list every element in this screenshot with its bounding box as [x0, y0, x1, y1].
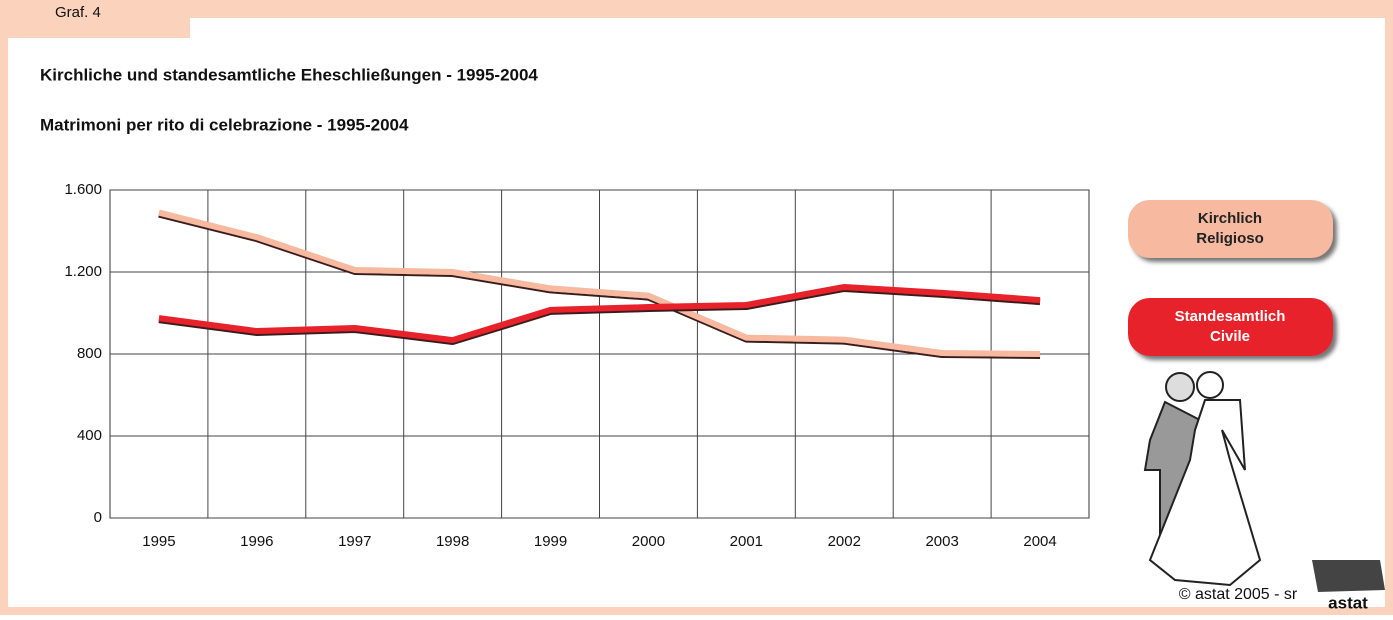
legend-label: Standesamtlich [1175, 308, 1286, 325]
logo: astat [1328, 593, 1368, 612]
x-tick-label: 1999 [534, 533, 567, 550]
logo-shape [1312, 560, 1385, 592]
x-tick-label: 2004 [1023, 533, 1056, 550]
bride [1148, 399, 1262, 587]
groom-head [1165, 372, 1195, 402]
x-tick-label: 2001 [730, 533, 763, 550]
chart-subtitle: Matrimoni per rito di celebrazione - 199… [40, 115, 409, 134]
bride-head [1196, 371, 1224, 399]
y-tick-label: 800 [77, 345, 102, 362]
y-tick-label: 0 [94, 509, 102, 526]
x-tick-label: 1998 [436, 533, 469, 550]
couple-illustration [1143, 371, 1262, 587]
x-tick-label: 1997 [338, 533, 371, 550]
legend-entry: Standesamtlich Civile [1128, 298, 1333, 356]
legend-label: Civile [1210, 328, 1250, 345]
legend-label: Religioso [1196, 230, 1264, 247]
series-line [158, 209, 1041, 357]
legend-button [1128, 298, 1333, 356]
legend-button [1128, 200, 1333, 258]
x-tick-label: 2003 [925, 533, 958, 550]
x-tick-label: 1995 [142, 533, 175, 550]
x-tick-label: 2002 [828, 533, 861, 550]
legend-entry: Kirchlich Religioso [1128, 200, 1333, 258]
footer: © astat 2005 - sr [1179, 586, 1298, 603]
x-tick-label: 2000 [632, 533, 665, 550]
tag: Graf. 4 [55, 4, 101, 21]
legend-label: Kirchlich [1198, 210, 1262, 227]
y-tick-label: 1.200 [64, 263, 102, 280]
y-tick-label: 1.600 [64, 181, 102, 198]
logo-mark [1312, 560, 1385, 592]
y-tick-label: 400 [77, 427, 102, 444]
chart-title: Kirchliche und standesamtliche Eheschlie… [40, 65, 538, 84]
x-tick-label: 1996 [240, 533, 273, 550]
series-line [158, 283, 1041, 344]
